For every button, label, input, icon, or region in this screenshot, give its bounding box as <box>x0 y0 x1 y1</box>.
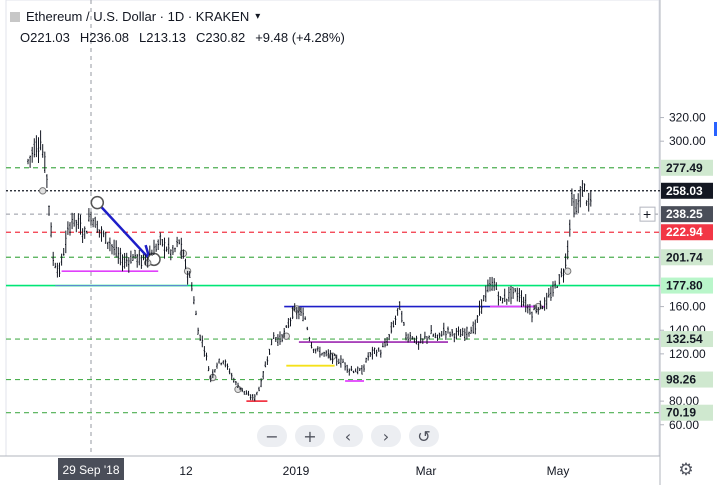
y-tick-label: 160.00 <box>669 300 706 314</box>
level-price-label: 258.03 <box>666 184 703 198</box>
crosshair-date-label: 29 Sep '18 <box>62 463 119 477</box>
anchor-dot <box>39 187 47 195</box>
scroll-back-button[interactable]: ‹ <box>333 425 363 447</box>
level-price-label: 277.49 <box>666 161 703 175</box>
crosshair-price-tag <box>661 206 713 223</box>
symbol-title[interactable]: Ethereum / U.S. Dollar · 1D · KRAKEN <box>26 9 250 24</box>
ohlc-high: H236.08 <box>79 30 130 45</box>
reset-view-button[interactable]: ↺ <box>409 425 439 447</box>
y-tick-label: 320.00 <box>669 111 706 125</box>
zoom-in-button[interactable]: + <box>295 425 325 447</box>
level-price-tag <box>661 331 713 348</box>
crosshair-date-tag <box>58 458 124 480</box>
level-price-tag <box>661 182 713 199</box>
chevron-down-icon[interactable]: ▾ <box>255 11 261 22</box>
ohlc-change: +9.48 (+4.28%) <box>255 30 345 45</box>
y-tick-label: 300.00 <box>669 134 706 148</box>
zoom-out-button[interactable]: − <box>257 425 287 447</box>
scroll-forward-button[interactable]: › <box>371 425 401 447</box>
level-price-label: 98.26 <box>666 373 696 387</box>
candles-series <box>27 130 592 402</box>
level-price-tag <box>661 249 713 266</box>
time-axis: 12 2019 Mar May 29 Sep '18 <box>58 458 569 480</box>
plot-frame <box>5 0 660 457</box>
horizontal-levels <box>6 167 660 414</box>
ohlc-close: C230.82 <box>196 30 246 45</box>
level-price-label: 222.94 <box>666 225 703 239</box>
x-tick-label: May <box>547 464 570 478</box>
level-price-tag <box>661 224 713 241</box>
symbol-legend: Ethereum / U.S. Dollar · 1D · KRAKEN ▾ O… <box>10 8 345 46</box>
level-price-label: 177.80 <box>666 279 703 293</box>
level-price-tag <box>661 371 713 388</box>
add-alert-button <box>639 206 656 222</box>
y-tick-label: 60.00 <box>669 418 699 432</box>
x-tick-label: Mar <box>416 464 437 478</box>
price-axis: 320.00300.00160.00140.00120.0080.0060.00… <box>639 111 713 432</box>
level-price-tag <box>661 404 713 421</box>
crosshair-price-label: 238.25 <box>666 207 703 221</box>
x-tick-label: 2019 <box>283 464 310 478</box>
anchor-dot <box>564 267 572 275</box>
level-price-tag <box>661 159 713 176</box>
y-tick-label: 80.00 <box>669 394 699 408</box>
y-tick-label: 120.00 <box>669 347 706 361</box>
plus-icon: + <box>643 206 651 222</box>
chart-navigation: − + ‹ › ↺ <box>257 425 439 447</box>
trend-arrow <box>96 201 151 261</box>
level-price-label: 70.19 <box>666 406 696 420</box>
scroll-indicator <box>714 122 717 136</box>
level-price-tag <box>661 277 713 294</box>
ohlc-open: O221.03 <box>20 30 70 45</box>
ohlc-low: L213.13 <box>139 30 187 45</box>
level-price-label: 132.54 <box>666 332 703 346</box>
trend-drawings <box>39 187 572 403</box>
x-tick-label: 12 <box>179 464 193 478</box>
trend-start-handle <box>90 195 105 210</box>
symbol-swatch <box>10 11 20 22</box>
gear-icon[interactable]: ⚙ <box>678 460 694 480</box>
level-price-label: 201.74 <box>666 250 703 264</box>
